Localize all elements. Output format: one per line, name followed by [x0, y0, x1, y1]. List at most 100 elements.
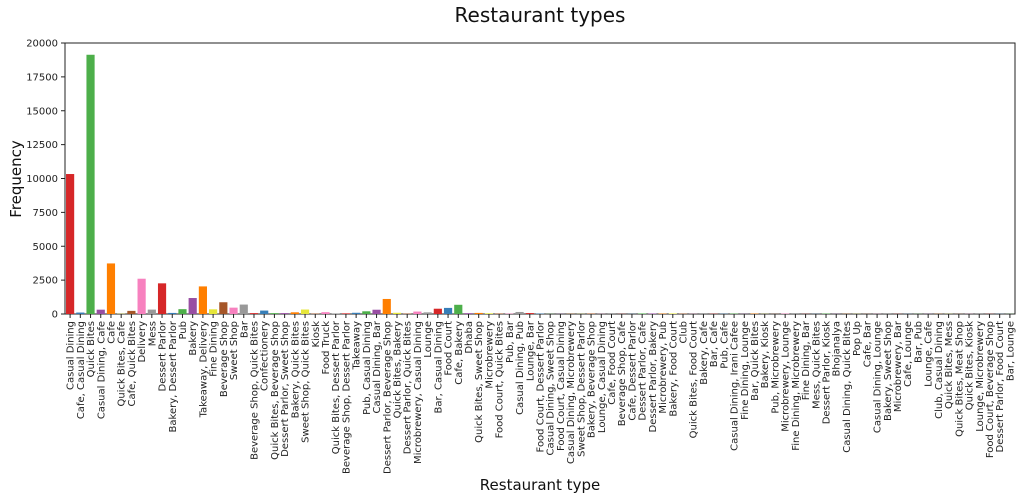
x-tick-label: Quick Bites [86, 321, 97, 377]
bar [188, 298, 197, 314]
x-tick-label: Mess [147, 321, 158, 346]
x-tick-label: Quick Bites, Kiosk [965, 321, 976, 410]
x-tick-label: Lounge, Cafe [924, 321, 935, 387]
x-tick-label: Takeaway [352, 321, 363, 371]
x-tick-label: Casual Dining, Sweet Shop [546, 321, 557, 455]
bar [198, 286, 207, 314]
x-tick-label: Dessert Parlor, Food Court [995, 321, 1006, 453]
x-tick-label: Bakery, Beverage Shop [587, 321, 598, 438]
x-tick-label: Pub, Cafe [719, 321, 730, 369]
x-tick-label: Quick Bites, Food Court [689, 321, 700, 438]
x-tick-label: Food Court, Quick Bites [495, 321, 506, 438]
x-tick-label: Casual Dining, Bar [372, 320, 383, 413]
y-tick-label: 0 [52, 310, 58, 321]
x-tick-label: Lounge [423, 321, 434, 358]
x-tick-label: Club, Casual Dining [934, 321, 945, 419]
x-tick-label: Dessert Parlor [158, 320, 169, 391]
bar [147, 309, 156, 314]
bar [127, 310, 136, 314]
bar [157, 283, 167, 314]
bar [137, 278, 146, 314]
x-tick-label: Fine Dining, Lounge [740, 321, 751, 420]
x-tick-label: Casual Dining [66, 321, 77, 390]
bar [525, 313, 534, 314]
y-tick-label: 5000 [33, 242, 58, 253]
x-tick-label: Mess, Quick Bites [811, 321, 822, 409]
x-tick-label: Cafe [106, 321, 117, 344]
x-tick-label: Dhaba [464, 321, 475, 354]
x-tick-label: Casual Dining, Quick Bites [842, 321, 853, 453]
bar [382, 298, 391, 314]
bar [474, 312, 483, 314]
x-tick-label: Quick Bites, Beverage Shop [270, 321, 281, 460]
bar [260, 310, 269, 314]
x-tick-label: Quick Bites, Dessert Parlor [331, 320, 342, 454]
bar [443, 307, 453, 314]
bar [86, 54, 95, 314]
bar [413, 311, 422, 314]
x-tick-label: Dessert Parlor, Kiosk [822, 321, 833, 424]
x-tick-label: Bar, Quick Bites [750, 321, 761, 401]
x-tick-label: Bakery, Food Court [668, 321, 679, 417]
bar [454, 304, 463, 314]
x-tick-label: Sweet Shop, Quick Bites [301, 321, 312, 443]
bar [433, 308, 442, 314]
bar [168, 312, 177, 314]
x-tick-label: Bakery, Cafe [699, 321, 710, 385]
x-tick-label: Microbrewery, Casual Dining [413, 321, 424, 464]
x-tick-label: Cafe, Bar [862, 320, 873, 367]
bar [668, 313, 677, 314]
bar [66, 174, 75, 314]
bar [341, 313, 350, 314]
bar [372, 309, 381, 314]
y-ticks-group: 0 2500 5000 7500 10000 12500 15000 17500 20000 [26, 39, 65, 321]
x-tick-label: Food Court, Dessert Parlor [536, 320, 547, 452]
bar [249, 313, 259, 314]
x-tick-label: Bar, Cafe [709, 321, 720, 367]
x-tick-label: Pub [178, 321, 189, 340]
bar [392, 312, 402, 314]
x-tick-label: Microbrewery, Lounge [781, 321, 792, 432]
x-tick-label: Quick Bites, Sweet Shop [474, 321, 485, 443]
x-tick-label: Beverage Shop, Cafe [617, 321, 628, 426]
x-tick-label: Delivery [137, 321, 148, 363]
x-tick-label: Dessert Parlor, Bakery [648, 321, 659, 433]
x-tick-label: Cafe, Bakery [454, 321, 465, 385]
x-tick-label: Quick Bites, Cafe [117, 321, 128, 407]
bar [106, 263, 116, 314]
bar [270, 313, 279, 314]
bar [229, 307, 238, 314]
x-tick-label: Casual Dining, Lounge [873, 321, 884, 433]
x-tick-label: Food Truck [321, 321, 332, 375]
x-axis-label: Restaurant type [480, 476, 600, 494]
bar [96, 309, 105, 314]
bar [638, 313, 647, 314]
x-tick-label: Casual Dining, Irani Cafee [730, 321, 741, 451]
x-tick-label: Beverage Shop, Quick Bites [249, 321, 260, 460]
x-tick-label: Sweet Shop, Dessert Parlor [576, 320, 587, 457]
x-tick-label: Bhojanalya [832, 321, 843, 377]
y-tick-label: 15000 [26, 106, 58, 117]
x-tick-label: Microbrewery [484, 321, 495, 389]
x-tick-label: Fine Dining, Microbrewery [791, 321, 802, 451]
x-tick-label: Sweet Shop [229, 321, 240, 380]
x-tick-label: Kiosk [311, 321, 322, 348]
x-tick-label: Quick Bites, Mess [944, 321, 955, 409]
bar [219, 302, 228, 314]
x-tick-label: Casual Dining, Pub [515, 321, 526, 415]
y-tick-label: 12500 [26, 140, 58, 151]
plot-frame [64, 42, 1016, 315]
x-tick-label: Dessert Parlor, Quick Bites [403, 321, 414, 454]
bar [76, 312, 85, 314]
bar [495, 313, 504, 314]
bar [290, 312, 299, 314]
x-tick-label: Bakery, Quick Bites [290, 321, 301, 418]
y-tick-label: 10000 [26, 174, 58, 185]
x-tick-label: Bakery, Kiosk [760, 321, 771, 389]
x-tick-label: Microbrewery, Pub [658, 321, 669, 414]
x-tick-label: Pub, Microbrewery [770, 321, 781, 414]
x-tick-label: Takeaway, Delivery [198, 321, 209, 418]
x-tick-label: Beverage Shop [219, 321, 230, 397]
x-tick-label: Quick Bites, Meat Shop [954, 321, 965, 437]
